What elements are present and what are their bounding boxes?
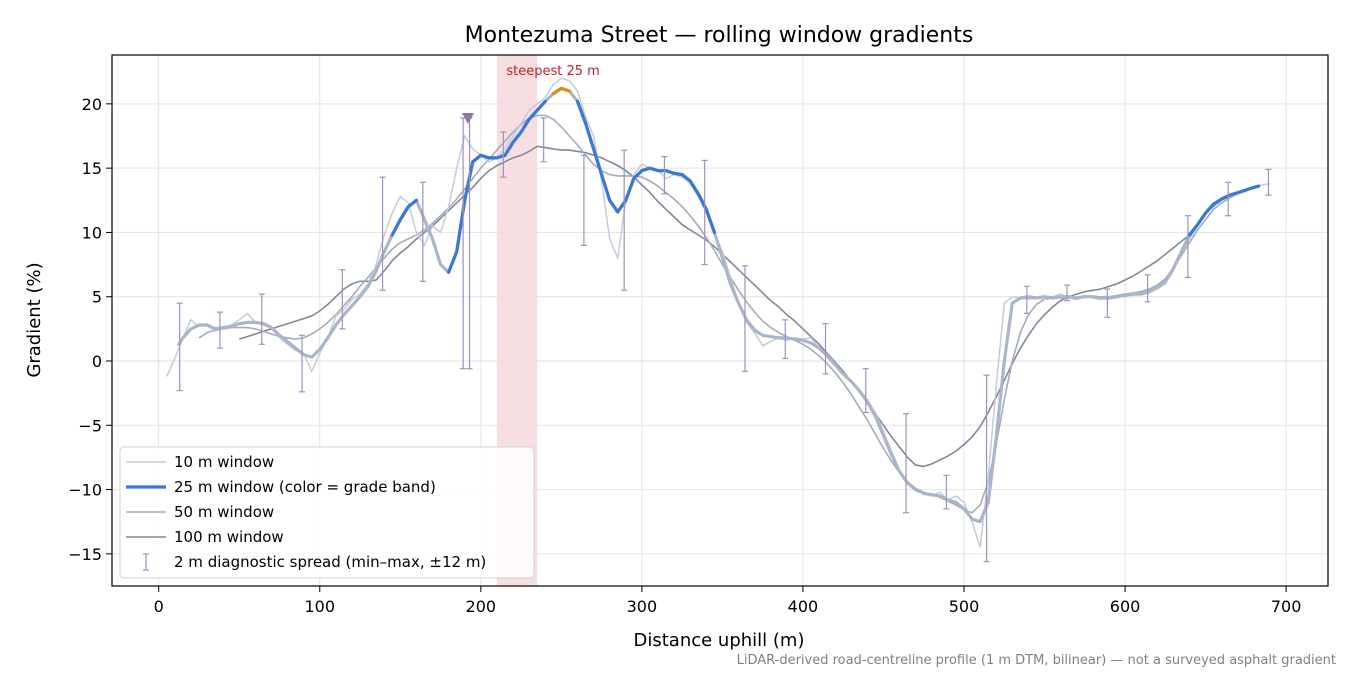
x-tick-label: 100 (304, 597, 335, 616)
series-25m-grade-segment (575, 99, 620, 214)
y-tick-label: −5 (78, 416, 102, 435)
chart-title: Montezuma Street — rolling window gradie… (465, 23, 974, 48)
series-25m-grade-segment (551, 86, 571, 96)
y-tick-label: 5 (92, 288, 102, 307)
steepest-band-label: steepest 25 m (506, 64, 599, 79)
y-tick-label: 20 (82, 95, 102, 114)
y-tick-label: −15 (68, 545, 102, 564)
x-tick-label: 200 (466, 597, 497, 616)
series-25m-grade-segment (447, 99, 547, 274)
series-group (166, 77, 1272, 563)
x-tick-label: 0 (154, 597, 164, 616)
legend-label: 50 m window (174, 503, 274, 521)
plot-frame (111, 54, 1329, 587)
x-tick-label: 300 (627, 597, 658, 616)
series-100m-line (238, 145, 1190, 468)
x-tick-label: 400 (788, 597, 819, 616)
legend-label: 2 m diagnostic spread (min–max, ±12 m) (174, 553, 486, 571)
series-25m-grade-segment (390, 198, 418, 237)
x-axis-label: Distance uphill (m) (634, 630, 805, 651)
y-tick-label: 15 (82, 159, 102, 178)
series-25m-grade-segment (616, 166, 716, 234)
steepest-marker-icon (461, 113, 474, 124)
y-tick-label: 10 (82, 223, 102, 242)
series-25m-grade-segment (1187, 184, 1261, 237)
x-tick-label: 500 (949, 597, 980, 616)
series-25m-line (176, 86, 1260, 524)
plot-area: steepest 25 m0 100 200 300 400 500 600 700−15−1… (68, 54, 1329, 616)
legend-box (119, 446, 535, 579)
x-tick-label: 600 (1110, 597, 1141, 616)
legend-label: 10 m window (174, 453, 274, 471)
footnote: LiDAR-derived road-centreline profile (1… (737, 653, 1336, 668)
y-tick-label: 0 (92, 352, 102, 371)
y-tick-label: −10 (68, 481, 102, 500)
x-tick-label: 700 (1271, 597, 1302, 616)
y-axis-label: Gradient (%) (24, 262, 45, 377)
legend-label: 100 m window (174, 528, 284, 546)
legend-label: 25 m window (color = grade band) (174, 478, 436, 496)
